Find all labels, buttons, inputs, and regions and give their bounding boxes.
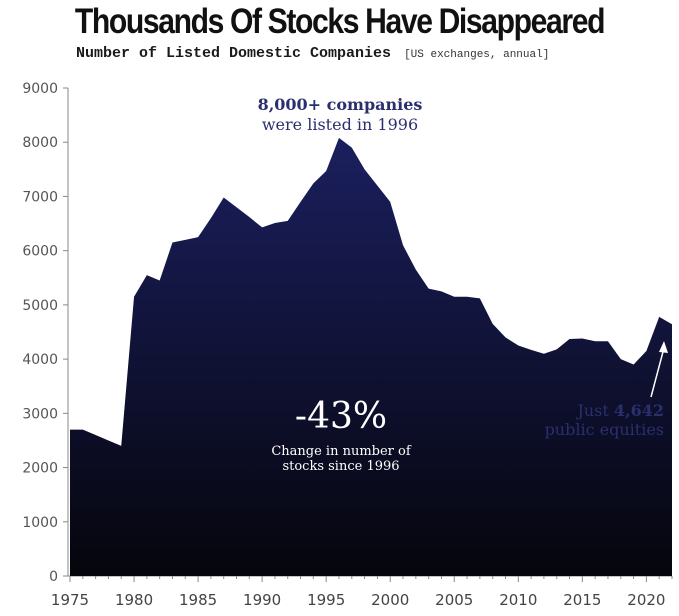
x-tick-label: 1995 bbox=[307, 591, 345, 609]
latest-arrow-line bbox=[650, 347, 665, 398]
x-tick-label: 1980 bbox=[115, 591, 153, 609]
y-tick-label: 9000 bbox=[22, 81, 58, 97]
chart-subtitle: Number of Listed Domestic Companies [US … bbox=[76, 45, 549, 62]
x-axis: 1975 1980 1985 1990 1995 2000 2005 2010 2015 2020 bbox=[51, 575, 673, 609]
change-percent: -43% bbox=[295, 396, 387, 437]
y-tick-label: 7000 bbox=[22, 189, 58, 205]
peak-annotation-line2: were listed in 1996 bbox=[262, 115, 418, 134]
x-tick-label: 2000 bbox=[371, 591, 409, 609]
subtitle-note: [US exchanges, annual] bbox=[404, 49, 550, 61]
change-caption-line2: stocks since 1996 bbox=[282, 459, 399, 474]
subtitle-main: Number of Listed Domestic Companies bbox=[76, 45, 392, 62]
y-axis: 0 1000 2000 3000 4000 5000 6000 7000 8000 9000 bbox=[22, 81, 69, 585]
annotations: 8,000+ companies were listed in 1996 -43… bbox=[258, 95, 668, 474]
y-tick-label: 0 bbox=[49, 569, 58, 585]
change-caption-line1: Change in number of bbox=[271, 444, 412, 459]
x-tick-label: 1975 bbox=[51, 591, 89, 609]
x-tick-label: 2005 bbox=[435, 591, 473, 609]
y-tick-label: 3000 bbox=[22, 406, 58, 422]
peak-annotation-line1: 8,000+ companies bbox=[258, 95, 423, 114]
latest-value: 4,642 bbox=[614, 401, 664, 420]
plot-area bbox=[70, 137, 672, 576]
chart-title: Thousands Of Stocks Have Disappeared bbox=[74, 2, 606, 41]
x-tick-label: 1985 bbox=[179, 591, 217, 609]
x-tick-label: 2020 bbox=[627, 591, 665, 609]
y-tick-label: 1000 bbox=[22, 515, 58, 531]
x-tick-label: 1990 bbox=[243, 591, 281, 609]
latest-prefix: Just bbox=[575, 401, 609, 420]
y-tick-label: 4000 bbox=[22, 352, 58, 368]
y-tick-label: 8000 bbox=[22, 135, 58, 151]
y-tick-label: 2000 bbox=[22, 461, 58, 477]
y-tick-label: 6000 bbox=[22, 244, 58, 260]
series-area bbox=[70, 137, 672, 576]
latest-arrow-head bbox=[659, 341, 668, 353]
x-tick-label: 2010 bbox=[499, 591, 537, 609]
x-tick-label: 2015 bbox=[563, 591, 601, 609]
y-tick-label: 5000 bbox=[22, 298, 58, 314]
latest-annotation-line2: public equities bbox=[545, 420, 664, 439]
peak-annotation-text: 8,000+ companies bbox=[258, 95, 423, 114]
latest-annotation-line1: Just 4,642 bbox=[575, 401, 664, 420]
